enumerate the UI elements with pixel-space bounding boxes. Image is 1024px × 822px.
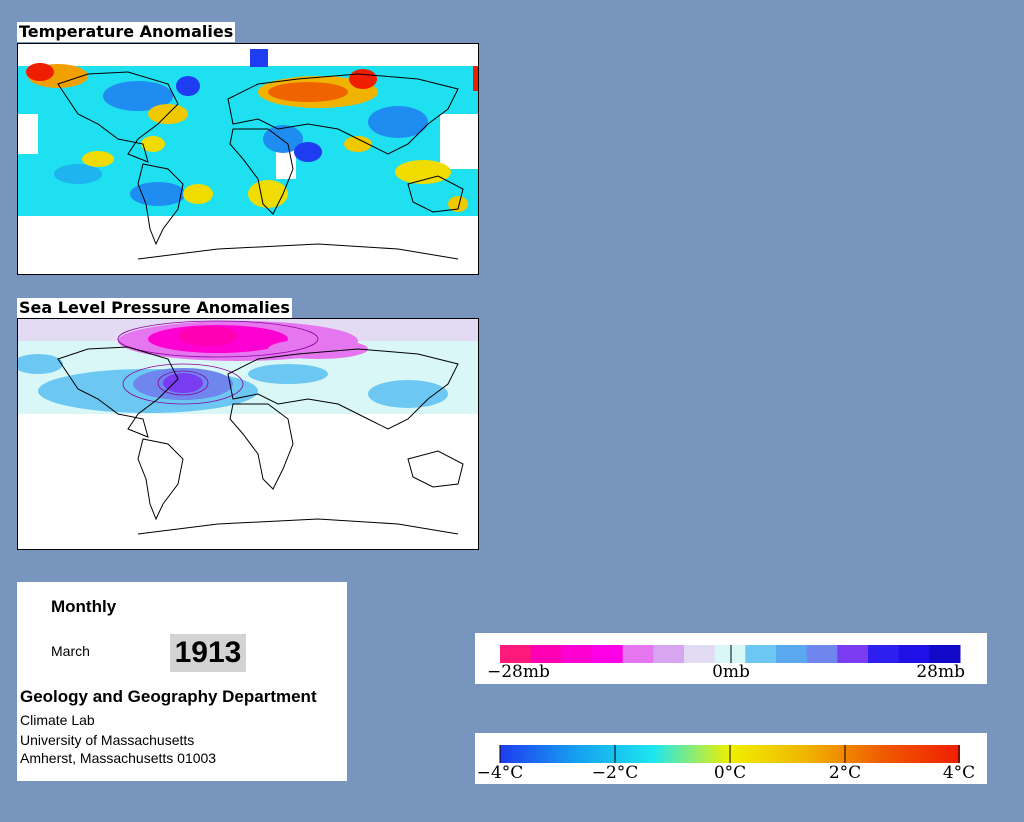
temp-tick-label-4: 2°C: [829, 763, 861, 783]
temperature-map-title: Temperature Anomalies: [17, 22, 236, 42]
pressure-bin-12: [837, 645, 869, 663]
pressure-bin-4: [592, 645, 624, 663]
pressure-anomaly-map: [17, 318, 479, 550]
pressure-tick-min: −28mb: [487, 662, 550, 682]
pressure-bin-7: [684, 645, 716, 663]
pressure-bin-14: [898, 645, 930, 663]
pressure-bin-9: [745, 645, 777, 663]
temperature-colorbar: −4°C −2°C 0°C 2°C 4°C: [477, 745, 975, 783]
pressure-bin-13: [868, 645, 900, 663]
pressure-bin-1: [500, 645, 532, 663]
lab-name: Climate Lab: [20, 712, 95, 728]
temp-tick-label-1: −4°C: [477, 763, 524, 783]
university-name: University of Massachusetts: [20, 732, 195, 748]
pressure-bin-2: [530, 645, 562, 663]
temp-tick-label-5: 4°C: [943, 763, 975, 783]
pressure-colorbar: −28mb 0mb 28mb: [487, 645, 965, 682]
pressure-color-legend: −28mb 0mb 28mb: [475, 633, 987, 684]
year-display: 1913: [170, 634, 246, 672]
temperature-anomaly-map: [17, 43, 479, 275]
pressure-bin-5: [622, 645, 654, 663]
pressure-tick-max: 28mb: [916, 662, 965, 682]
pressure-bin-10: [776, 645, 808, 663]
month-label: March: [51, 643, 90, 659]
pressure-tick-zero: 0mb: [712, 662, 750, 682]
temp-tick-label-3: 0°C: [714, 763, 746, 783]
pressure-bin-8: [714, 645, 746, 663]
temp-tick-label-2: −2°C: [592, 763, 639, 783]
department-name: Geology and Geography Department: [20, 687, 317, 706]
pressure-bin-11: [806, 645, 838, 663]
temperature-color-legend: −4°C −2°C 0°C 2°C 4°C: [475, 733, 987, 784]
info-panel: Monthly March 1913 Geology and Geography…: [17, 582, 347, 781]
frequency-label: Monthly: [51, 597, 117, 616]
pressure-bin-15: [929, 645, 961, 663]
address: Amherst, Massachusetts 01003: [20, 750, 217, 766]
pressure-map-title: Sea Level Pressure Anomalies: [17, 298, 292, 318]
pressure-bin-6: [653, 645, 685, 663]
pressure-bin-3: [561, 645, 593, 663]
